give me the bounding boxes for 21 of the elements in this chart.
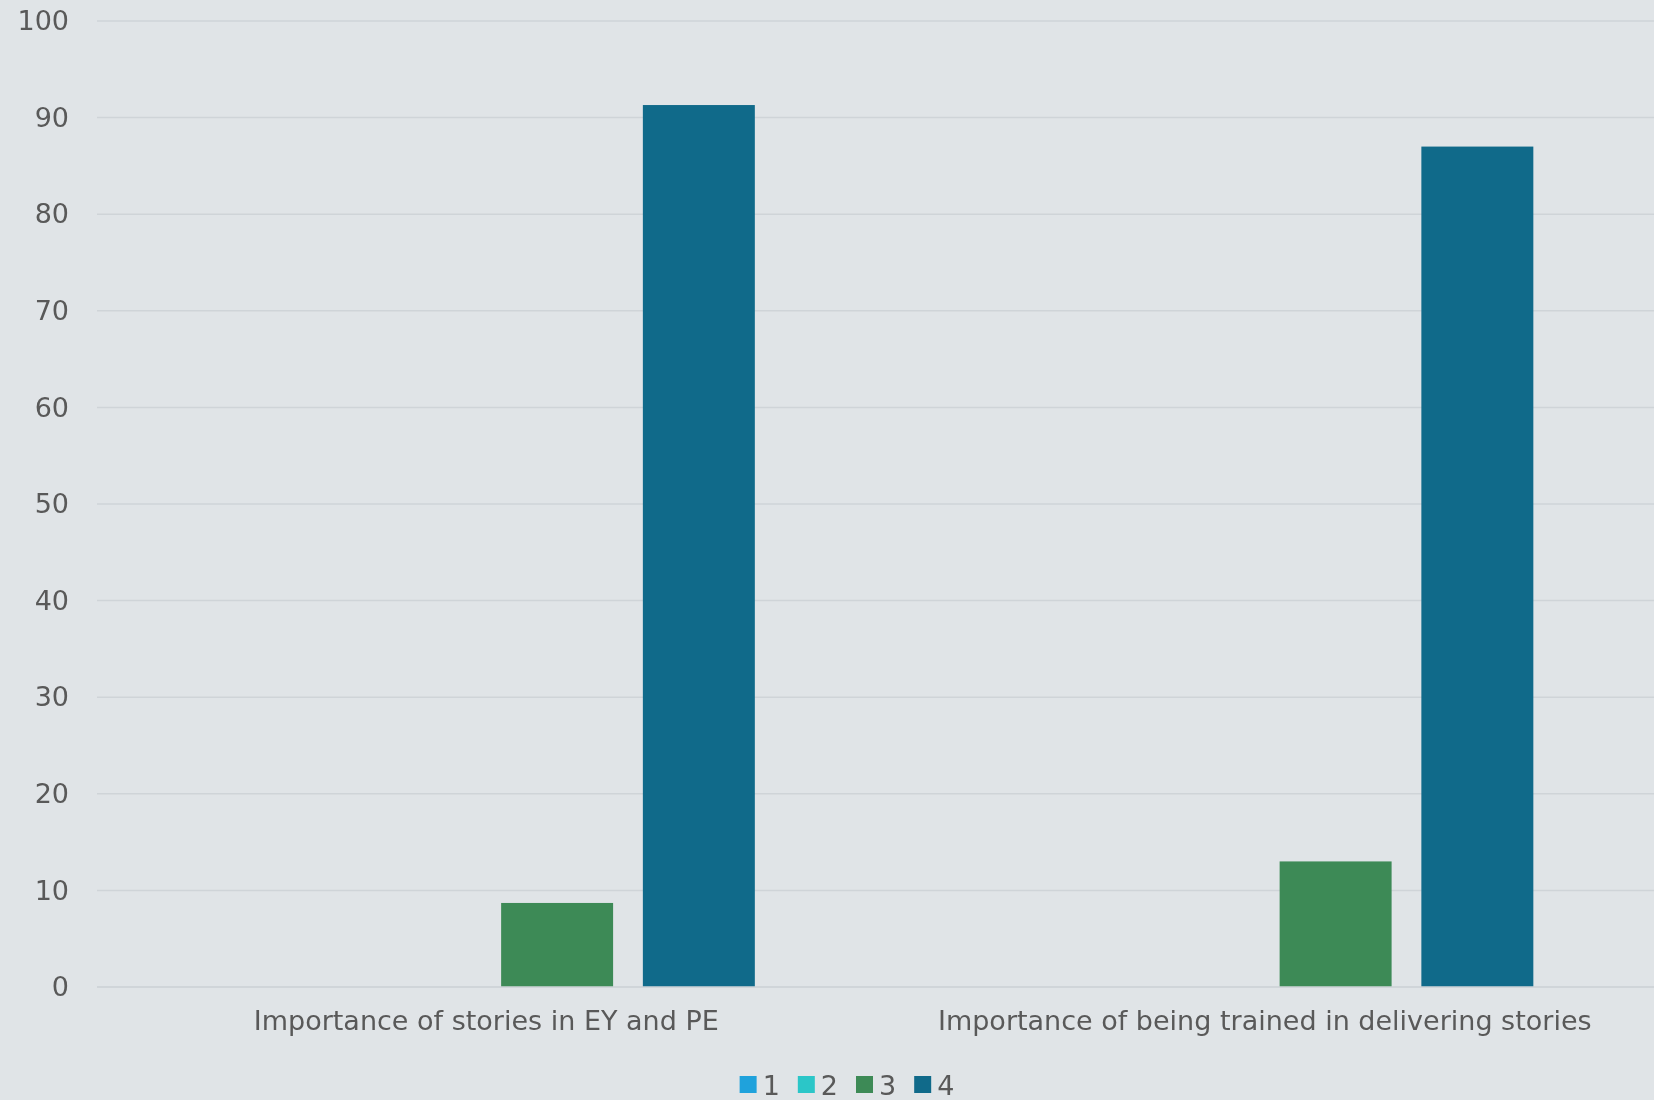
y-tick-label: 50: [34, 488, 69, 520]
y-tick-label: 30: [34, 681, 69, 713]
x-tick-label: Importance of being trained in delivering stories: [937, 1005, 1592, 1037]
legend-label: 3: [879, 1070, 897, 1100]
y-tick-label: 0: [51, 971, 69, 1003]
bar: [1279, 861, 1392, 987]
y-tick-label: 100: [17, 5, 69, 37]
legend-label: 2: [820, 1070, 838, 1100]
bar: [501, 902, 614, 987]
y-tick-label: 90: [34, 101, 69, 133]
x-tick-label: Importance of stories in EY and PE: [253, 1005, 719, 1037]
y-tick-label: 10: [34, 874, 69, 906]
legend-label: 1: [762, 1070, 780, 1100]
y-tick-label: 80: [34, 198, 69, 230]
y-tick-label: 60: [34, 391, 69, 423]
bar: [1421, 146, 1534, 987]
legend-label: 4: [937, 1070, 955, 1100]
y-tick-label: 40: [34, 584, 69, 616]
bar: [642, 105, 755, 987]
y-tick-label: 20: [34, 777, 69, 809]
y-tick-label: 70: [34, 294, 69, 326]
